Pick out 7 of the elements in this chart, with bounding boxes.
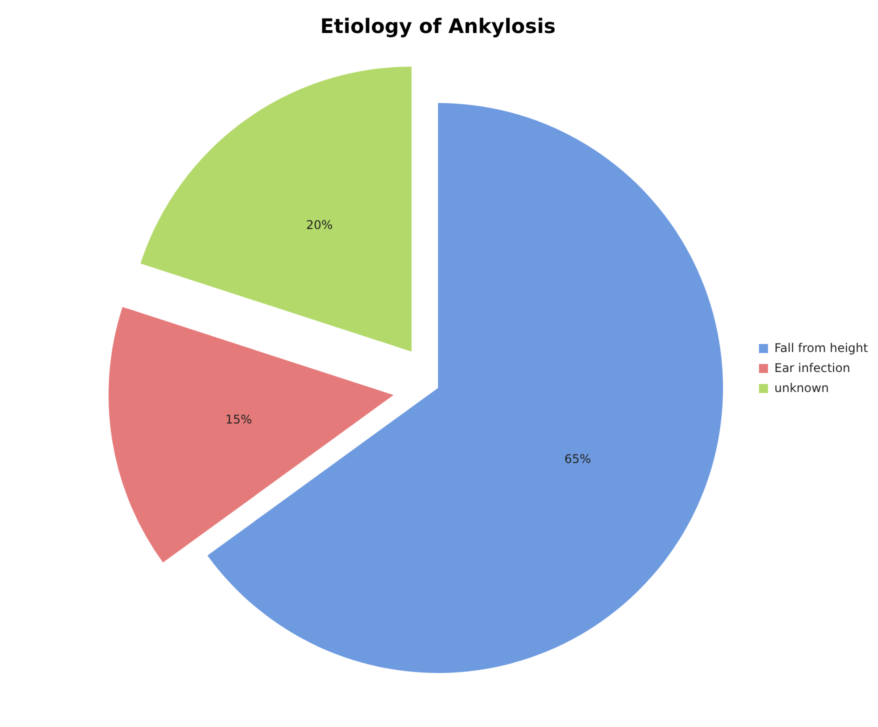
legend-label: unknown: [774, 381, 829, 395]
legend-label: Ear infection: [774, 361, 850, 375]
data-label: 15%: [225, 412, 252, 427]
data-label: 65%: [564, 452, 591, 466]
legend-label: Fall from height: [774, 341, 868, 355]
data-label: 20%: [306, 218, 333, 232]
chart-title: Etiology of Ankylosis: [319, 14, 557, 38]
